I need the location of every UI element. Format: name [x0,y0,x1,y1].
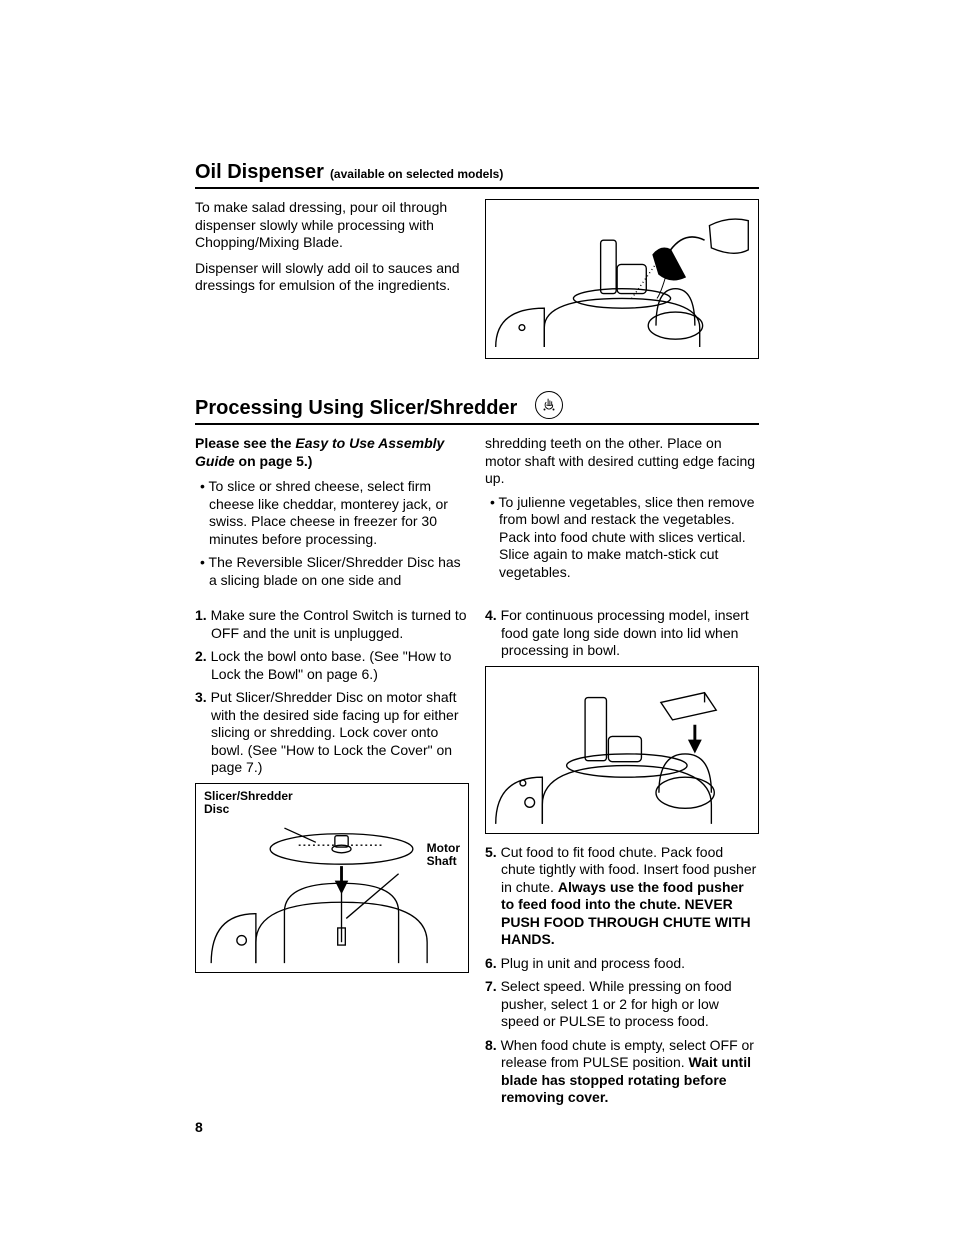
figure-slicer-disc: Slicer/Shredder Disc Motor Shaft [195,783,469,973]
steps-left-list: 1. Make sure the Control Switch is turne… [195,607,469,777]
figure-oil-pour [485,199,759,359]
bullet-continuation: shredding teeth on the other. Place on m… [485,435,759,488]
slicer-heading-icon [535,391,563,419]
oil-dispenser-para-2: Dispenser will slowly add oil to sauces … [195,260,469,295]
label-motor-shaft: Motor Shaft [427,842,460,870]
step-text: For continuous processing model, insert … [501,607,749,658]
steps-right-list-top: 4. For continuous processing model, inse… [485,607,759,660]
assembly-guide-note: Please see the Easy to Use Assembly Guid… [195,435,469,470]
section-heading-oil-dispenser: Oil Dispenser (available on selected mod… [195,160,759,189]
heading-slicer: Processing Using Slicer/Shredder [195,396,517,421]
label-slicer-disc: Slicer/Shredder Disc [204,790,293,818]
slicer-steps-right: 4. For continuous processing model, inse… [485,607,759,1113]
slicer-intro-left: Please see the Easy to Use Assembly Guid… [195,435,469,597]
step-text: Select speed. While pressing on food pus… [501,978,732,1029]
figure-food-gate [485,666,759,834]
page-number: 8 [195,1119,759,1137]
step-text: Lock the bowl onto base. (See "How to Lo… [211,648,452,682]
steps-right-list-bottom: 5. Cut food to fit food chute. Pack food… [485,844,759,1107]
step-item: 8. When food chute is empty, select OFF … [485,1037,759,1107]
slicer-steps-left: 1. Make sure the Control Switch is turne… [195,607,469,1113]
oil-dispenser-text-col: To make salad dressing, pour oil through… [195,199,469,359]
step-text: Plug in unit and process food. [501,955,685,971]
step-item: 1. Make sure the Control Switch is turne… [195,607,469,642]
step-text: Make sure the Control Switch is turned t… [211,607,467,641]
step-item: 6. Plug in unit and process food. [485,955,759,973]
illustration-oil-pour [486,200,758,358]
guide-suffix: on page 5.) [235,453,313,469]
step-item: 5. Cut food to fit food chute. Pack food… [485,844,759,949]
guide-prefix: Please see the [195,435,295,451]
oil-dispenser-para-1: To make salad dressing, pour oil through… [195,199,469,252]
oil-dispenser-figure-col [485,199,759,359]
list-item: To slice or shred cheese, select firm ch… [195,478,469,548]
step-item: 3. Put Slicer/Shredder Disc on motor sha… [195,689,469,777]
step-text: Put Slicer/Shredder Disc on motor shaft … [211,689,459,775]
slicer-intro-right: shredding teeth on the other. Place on m… [485,435,759,597]
hand-icon [540,396,558,414]
subheading-oil-dispenser: (available on selected models) [330,167,503,182]
bullets-left: To slice or shred cheese, select firm ch… [195,478,469,589]
step-item: 7. Select speed. While pressing on food … [485,978,759,1031]
heading-oil-dispenser: Oil Dispenser [195,160,324,185]
label-line: Slicer/Shredder [204,789,293,803]
bullets-right: To julienne vegetables, slice then remov… [485,494,759,582]
slicer-steps-row: 1. Make sure the Control Switch is turne… [195,607,759,1113]
illustration-food-gate [486,667,758,833]
list-item: The Reversible Slicer/Shredder Disc has … [195,554,469,589]
section-heading-slicer: Processing Using Slicer/Shredder [195,391,759,425]
list-item: To julienne vegetables, slice then remov… [485,494,759,582]
oil-dispenser-body: To make salad dressing, pour oil through… [195,199,759,359]
label-line: Motor [427,841,460,855]
label-line: Disc [204,802,229,816]
step-item: 4. For continuous processing model, inse… [485,607,759,660]
step-item: 2. Lock the bowl onto base. (See "How to… [195,648,469,683]
slicer-intro-row: Please see the Easy to Use Assembly Guid… [195,435,759,597]
label-line: Shaft [427,854,457,868]
